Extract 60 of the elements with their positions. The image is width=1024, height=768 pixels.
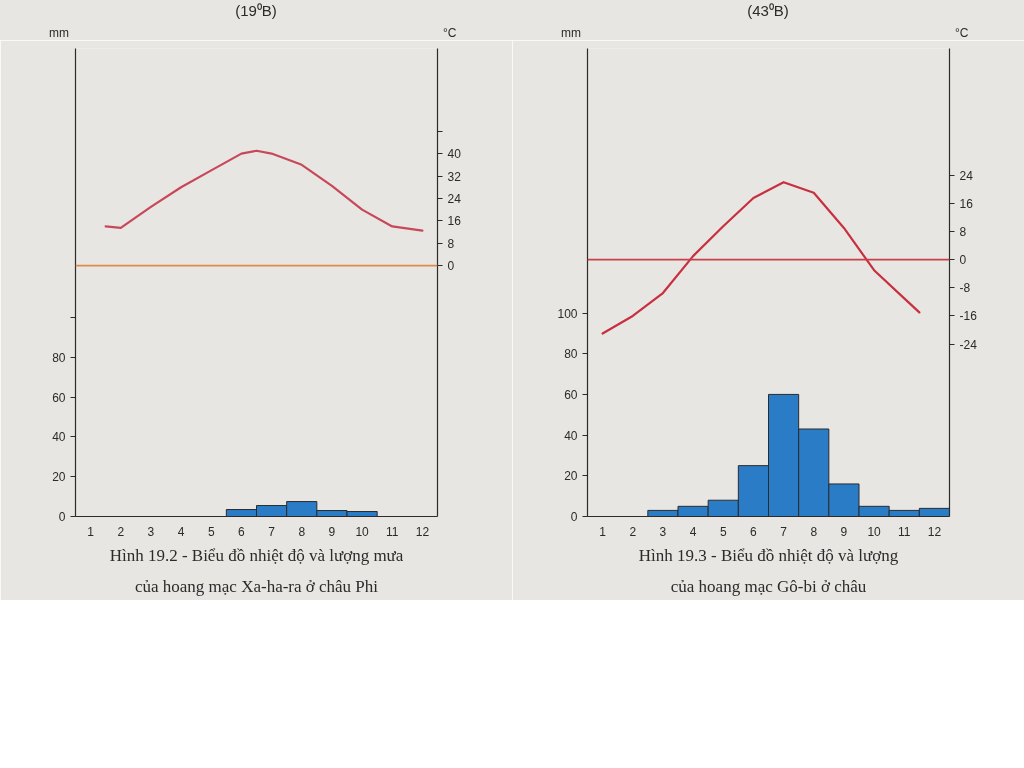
text: của hoang mạc Xa-ha-ra ở châu Phi [134, 576, 379, 596]
y-tick-label: 100 [557, 306, 578, 321]
x-tick-label: 6 [238, 524, 246, 539]
x-tick-label: 3 [659, 524, 667, 539]
y2-tick-label: 24 [447, 191, 462, 206]
y2-tick-label: 0 [959, 253, 967, 268]
x-tick-label: 5 [207, 524, 215, 539]
text: Hình 19.2 - Biểu đồ nhiệt độ và lượng mưa [109, 545, 404, 565]
x-tick-label: 4 [689, 524, 697, 539]
x-tick-label: 9 [840, 524, 848, 539]
x-tick-label: 8 [298, 524, 306, 539]
y2-tick-label: 8 [959, 224, 967, 239]
x-tick-label: 1 [87, 524, 95, 539]
x-tick-label: 11 [386, 524, 399, 539]
y2-tick-label: 16 [447, 214, 462, 229]
y2-tick-label: 8 [447, 236, 455, 251]
y2-tick-label: -24 [959, 337, 978, 352]
y2-tick-label: 16 [959, 196, 974, 211]
x-tick-label: 5 [719, 524, 727, 539]
y2-tick-label: 32 [447, 169, 462, 184]
text: của hoang mạc Gô-bi ở châu [670, 576, 867, 596]
x-tick-label: 2 [629, 524, 637, 539]
x-tick-label: 10 [355, 524, 370, 539]
line-series [104, 149, 424, 232]
y-tick-label: 0 [58, 510, 66, 524]
x-tick-label: 8 [810, 524, 818, 539]
x-tick-label: 10 [867, 524, 882, 539]
y2-tick-label: 40 [447, 147, 462, 162]
y2-tick-label: -8 [959, 281, 971, 296]
y-tick-label: 80 [52, 350, 66, 365]
y-tick-label: 20 [52, 470, 66, 485]
y2-tick-label: 0 [447, 259, 455, 274]
chart-title: (19⁰B) [234, 2, 278, 20]
line-series [601, 181, 921, 335]
y-tick-label: 60 [52, 390, 66, 405]
y2-tick-label: 24 [959, 168, 974, 183]
x-tick-label: 12 [415, 524, 430, 539]
y-tick-label: 20 [564, 469, 578, 484]
y-tick-label: 40 [564, 428, 578, 443]
x-tick-label: 11 [898, 524, 911, 539]
x-tick-label: 2 [117, 524, 125, 539]
x-tick-label: 3 [147, 524, 155, 539]
y-tick-label: 0 [570, 510, 578, 524]
x-tick-label: 1 [599, 524, 607, 539]
x-tick-label: 9 [328, 524, 336, 539]
y-tick-label: 60 [564, 387, 578, 402]
y2-axis-title: °C [955, 26, 969, 40]
x-tick-label: 6 [750, 524, 758, 539]
y-axis-title: mm [560, 26, 581, 40]
y-tick-label: 40 [52, 430, 66, 445]
x-tick-label: 7 [268, 524, 276, 539]
y2-axis-title: °C [443, 26, 457, 40]
text: Hình 19.3 - Biểu đồ nhiệt độ và lượng [638, 545, 899, 565]
y-axis-title: mm [48, 26, 69, 40]
x-tick-label: 12 [927, 524, 942, 539]
x-tick-label: 7 [780, 524, 788, 539]
chart-title: (43⁰B) [746, 2, 790, 20]
y2-tick-label: -16 [959, 309, 978, 324]
x-tick-label: 4 [177, 524, 185, 539]
y-tick-label: 80 [564, 347, 578, 362]
